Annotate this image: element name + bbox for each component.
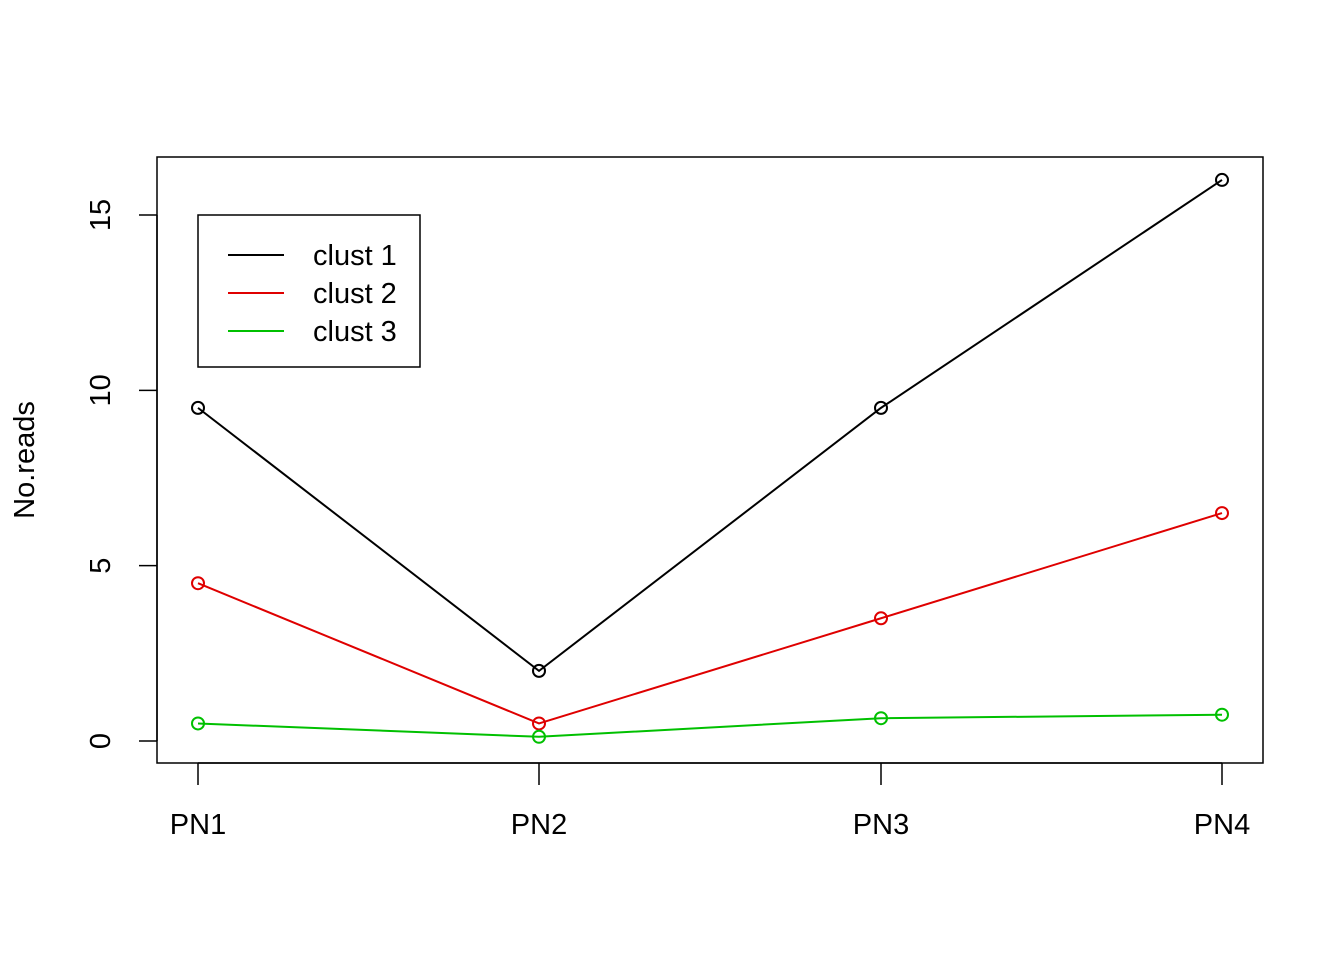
series-3-line (197, 713, 1223, 738)
series-1-point-PN2 (532, 663, 546, 678)
series-3-point-PN1 (191, 716, 205, 731)
series-1-point-PN4 (1215, 172, 1229, 187)
y-tick-label-3: 15 (85, 199, 117, 231)
series-3 (191, 707, 1229, 744)
x-tick-label-1: PN2 (511, 809, 567, 841)
y-tick-label-2: 10 (85, 374, 117, 406)
x-tick-label-0: PN1 (170, 809, 226, 841)
series-1-point-PN3 (874, 400, 888, 415)
series-2-point-PN4 (1215, 506, 1229, 521)
series-layer (191, 172, 1229, 744)
x-axis: PN1 PN2 PN3 PN4 (170, 762, 1250, 841)
series-1 (191, 172, 1229, 678)
series-3-point-PN4 (1215, 707, 1229, 722)
x-tick-label-3: PN4 (1194, 809, 1250, 841)
y-axis-label: No.reads (9, 401, 41, 519)
x-tick-label-2: PN3 (853, 809, 909, 841)
series-2-point-PN3 (874, 611, 888, 626)
legend: clust 1 clust 2 clust 3 (197, 214, 421, 368)
y-axis: 0 5 10 15 (85, 199, 158, 749)
series-2-line (197, 512, 1223, 725)
legend-box (197, 214, 421, 368)
legend-label-2: clust 2 (313, 278, 397, 310)
y-tick-label-1: 5 (85, 558, 117, 574)
series-2 (191, 506, 1229, 731)
series-3-point-PN2 (532, 729, 546, 744)
series-3-point-PN3 (874, 711, 888, 726)
series-1-point-PN1 (191, 400, 205, 415)
legend-label-1: clust 1 (313, 240, 397, 272)
y-tick-label-0: 0 (85, 733, 117, 749)
series-2-point-PN1 (191, 576, 205, 591)
series-1-line (197, 179, 1223, 673)
legend-label-3: clust 3 (313, 316, 397, 348)
series-2-point-PN2 (532, 716, 546, 731)
